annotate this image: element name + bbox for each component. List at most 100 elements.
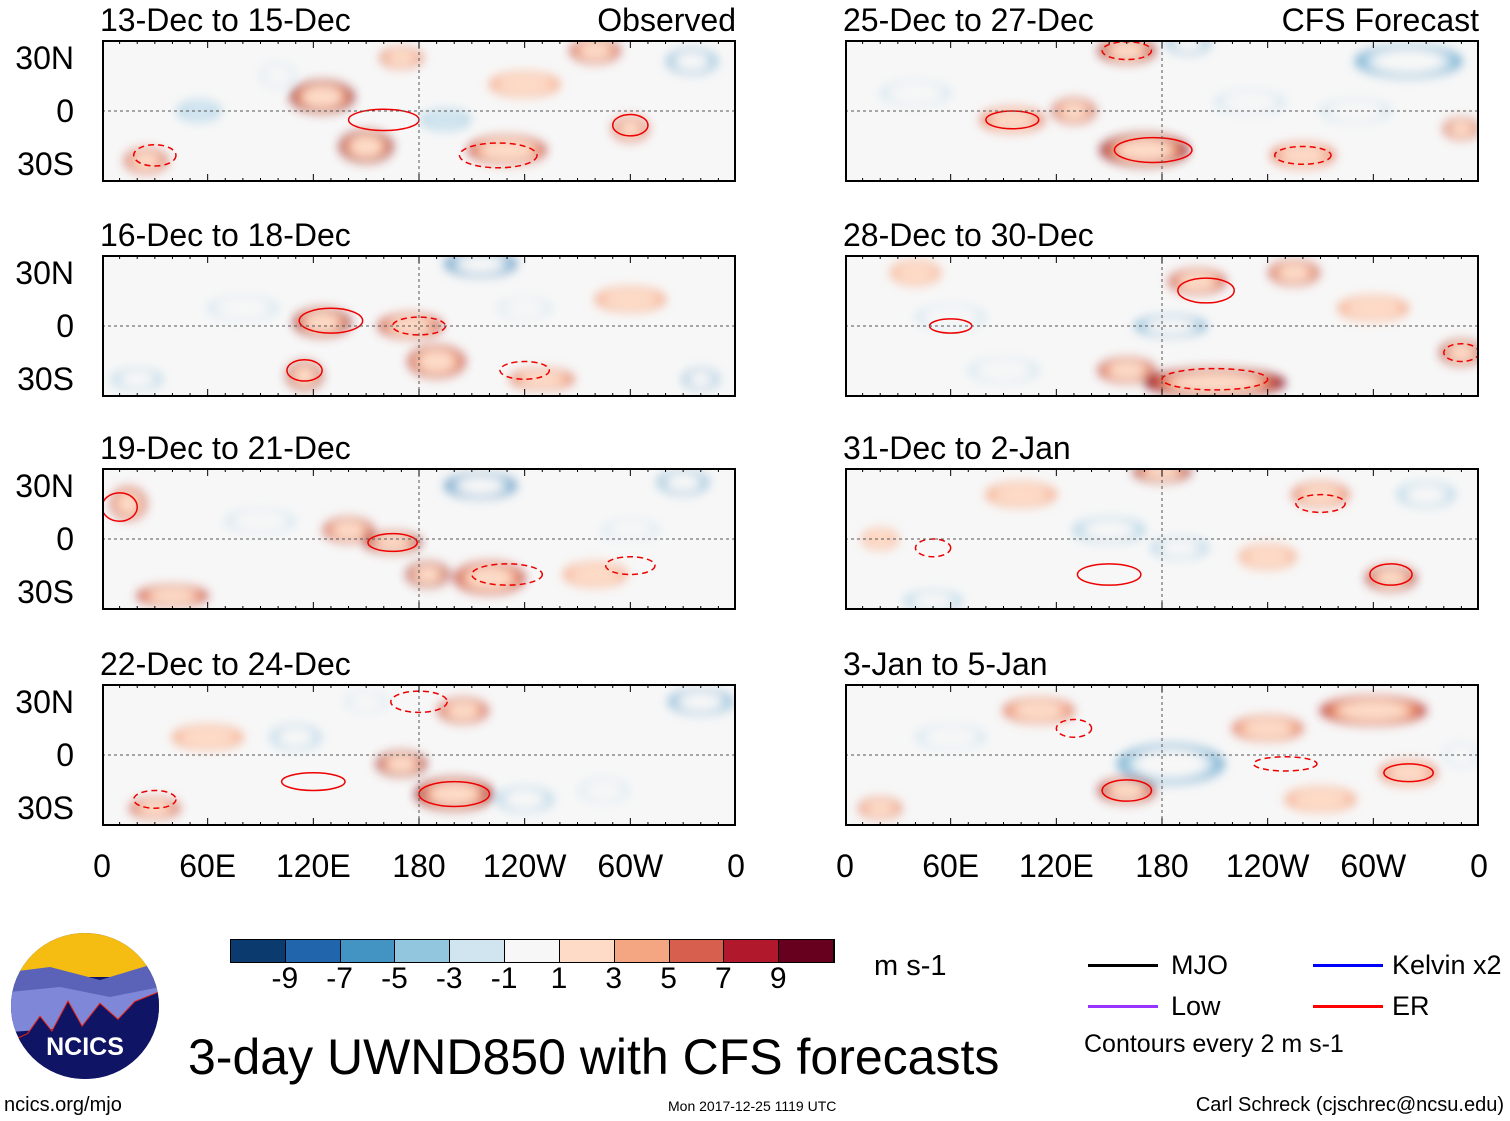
ncics-logo: NCICS	[11, 933, 159, 1079]
anomaly-blob	[148, 587, 196, 604]
anomaly-blob	[1244, 546, 1291, 568]
er-contour	[1295, 493, 1346, 514]
author-credit: Carl Schreck (cjschrec@ncsu.edu)	[1195, 1094, 1504, 1116]
anomaly-blob	[1242, 718, 1293, 739]
lat-tick-label: 30N	[15, 467, 74, 504]
anomaly-blob	[503, 299, 547, 318]
anomaly-blob	[1159, 539, 1200, 557]
anomaly-blob	[1291, 788, 1350, 811]
anomaly-blob	[912, 592, 954, 610]
er-contour	[471, 563, 544, 586]
map-panel	[845, 255, 1479, 397]
anomaly-blob	[332, 521, 365, 540]
lat-tick-label: 30S	[17, 790, 74, 827]
map-panel	[845, 684, 1479, 826]
er-contour	[1177, 277, 1235, 304]
anomaly-blob	[607, 520, 654, 540]
lat-tick-label: 30N	[15, 254, 74, 291]
anomaly-blob	[349, 692, 384, 711]
anomaly-blob	[1221, 91, 1279, 113]
anomaly-blob	[922, 726, 980, 748]
anomaly-blob	[479, 139, 535, 161]
anomaly-blob	[689, 371, 713, 388]
anomaly-blob	[1280, 145, 1326, 166]
lon-tick-label: 60E	[922, 848, 980, 884]
legend-label-er: ER	[1392, 991, 1430, 1021]
colorbar-swatch	[450, 940, 506, 962]
map-panel	[102, 40, 736, 182]
lon-tick-label: 180	[1135, 848, 1189, 884]
panel-title: 31-Dec to 2-Jan	[843, 430, 1071, 466]
panel-label: CFS Forecast	[1281, 2, 1479, 38]
legend-line-er	[1313, 1005, 1383, 1008]
er-contour	[914, 538, 952, 558]
er-contour	[1273, 145, 1332, 165]
anomaly-blob	[666, 473, 700, 492]
anomaly-blob	[458, 477, 503, 495]
anomaly-blob	[601, 288, 659, 311]
anomaly-blob	[414, 565, 442, 584]
anomaly-blob	[424, 110, 467, 130]
lon-tick-label: 0	[1470, 848, 1488, 884]
anomaly-blob	[231, 510, 290, 532]
anomaly-blob	[1108, 781, 1145, 800]
lon-tick-label: 0	[836, 848, 854, 884]
colorbar-tick-label: -3	[435, 962, 463, 995]
er-contour	[1252, 756, 1318, 772]
legend-label-low: Low	[1171, 991, 1221, 1021]
anomaly-blob	[1373, 49, 1444, 73]
anomaly-blob	[989, 110, 1036, 130]
colorbar-tick-label: 7	[715, 962, 732, 995]
anomaly-blob	[119, 370, 155, 388]
anomaly-blob	[1277, 263, 1311, 282]
source-url[interactable]: ncics.org/mjo	[4, 1094, 122, 1116]
lat-tick-label: 30N	[15, 39, 74, 76]
anomaly-blob	[1178, 272, 1216, 291]
anomaly-blob	[429, 783, 479, 806]
lat-tick-label: 0	[56, 93, 74, 129]
er-contour	[298, 307, 364, 334]
er-contour	[1443, 343, 1479, 363]
lat-tick-label: 0	[56, 521, 74, 557]
timestamp: Mon 2017-12-25 1119 UTC	[668, 1098, 837, 1114]
colorbar-swatch	[614, 940, 670, 962]
anomaly-blob	[116, 492, 141, 515]
anomaly-blob	[1375, 569, 1407, 587]
er-contour	[1113, 136, 1193, 164]
colorbar-tick-label: 1	[550, 962, 568, 995]
lon-tick-label: 0	[727, 848, 745, 884]
anomaly-blob	[1116, 139, 1173, 162]
lon-tick-label: 0	[93, 848, 111, 884]
panel-title: 25-Dec to 27-Dec	[843, 2, 1094, 38]
colorbar-tick-label: 3	[605, 962, 623, 995]
er-contour	[985, 110, 1040, 130]
er-contour	[604, 556, 656, 576]
er-contour	[286, 358, 323, 382]
map-panel	[102, 468, 736, 610]
colorbar-swatch	[395, 940, 451, 962]
anomaly-blob	[992, 483, 1050, 506]
anomaly-blob	[1388, 763, 1429, 783]
map-panel	[102, 255, 736, 397]
anomaly-blob	[1013, 700, 1065, 721]
anomaly-blob	[263, 64, 293, 87]
anomaly-blob	[1449, 120, 1474, 137]
er-contour	[458, 142, 538, 169]
logo-text: NCICS	[46, 1033, 124, 1061]
legend-line-kelvin	[1313, 964, 1383, 967]
anomaly-blob	[293, 365, 316, 386]
anomaly-blob	[304, 312, 340, 333]
er-contour	[1101, 779, 1153, 802]
anomaly-blob	[1338, 700, 1409, 721]
colorbar-swatch	[669, 940, 725, 962]
colorbar	[230, 939, 835, 963]
legend-label-kelvin: Kelvin x2	[1392, 950, 1502, 980]
anomaly-blob	[679, 692, 722, 711]
er-contour	[1161, 367, 1269, 391]
colorbar-swatch	[285, 940, 341, 962]
anomaly-blob	[1170, 372, 1260, 393]
anomaly-blob	[458, 255, 503, 273]
anomaly-blob	[374, 534, 411, 551]
er-contour	[280, 772, 346, 792]
legend-line-mjo	[1088, 964, 1158, 967]
